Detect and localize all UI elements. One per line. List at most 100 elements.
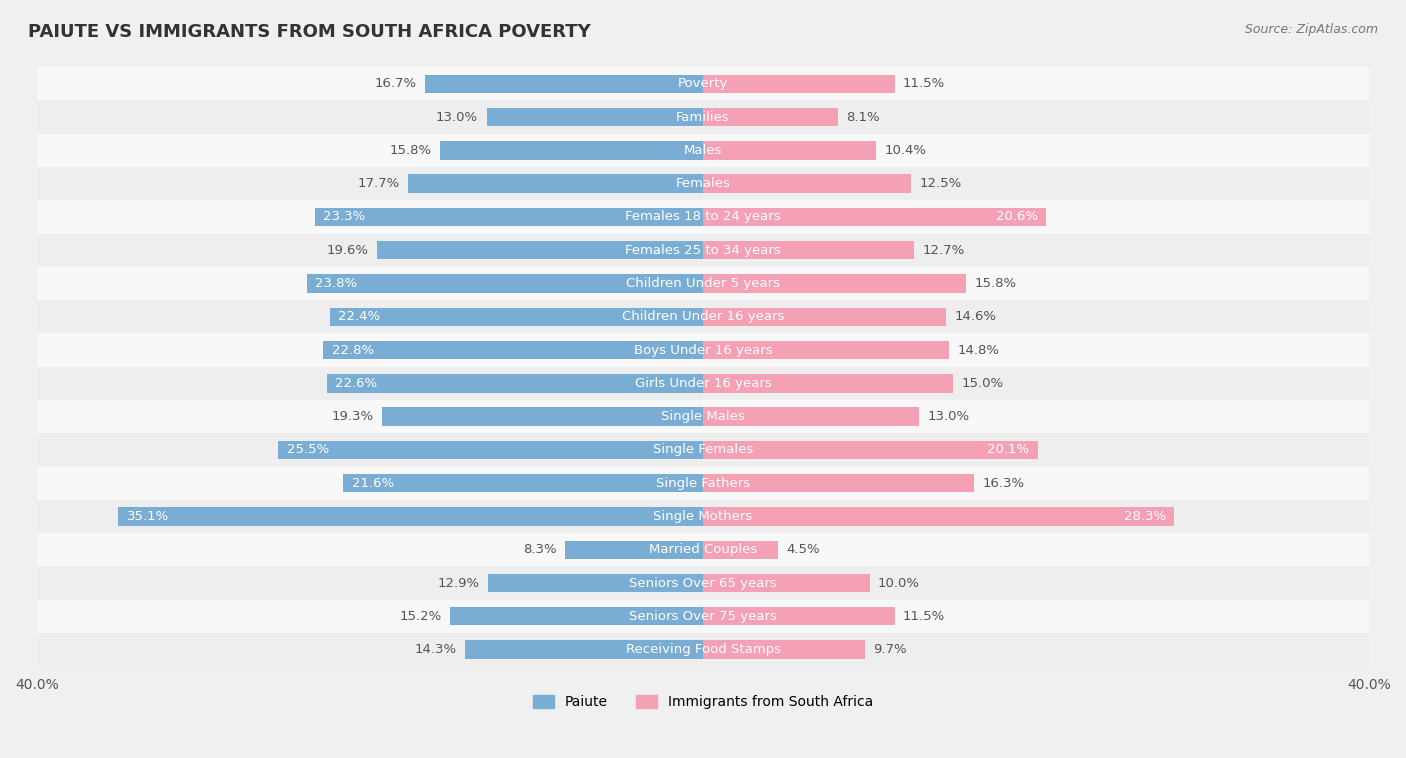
Text: 22.8%: 22.8% [332,343,374,356]
Bar [37,67,1369,100]
Text: 14.6%: 14.6% [955,310,997,323]
Bar [37,400,1369,434]
Bar [37,267,1369,300]
Bar [703,174,911,193]
Text: Single Fathers: Single Fathers [657,477,749,490]
Text: 12.5%: 12.5% [920,177,962,190]
Bar [37,133,1369,167]
Bar [323,341,703,359]
Bar [37,600,1369,633]
Text: 15.0%: 15.0% [962,377,1004,390]
Text: 16.3%: 16.3% [983,477,1025,490]
Text: 11.5%: 11.5% [903,77,945,90]
Bar [343,474,703,493]
Text: 8.3%: 8.3% [523,543,557,556]
Bar [37,167,1369,200]
Bar [315,208,703,226]
Bar [703,341,949,359]
Text: Males: Males [683,144,723,157]
Text: 12.9%: 12.9% [437,577,479,590]
Bar [565,540,703,559]
Text: 23.3%: 23.3% [323,211,366,224]
Text: 23.8%: 23.8% [315,277,357,290]
Text: 15.8%: 15.8% [389,144,432,157]
Bar [450,607,703,625]
Bar [703,574,869,592]
Bar [37,500,1369,533]
Bar [37,367,1369,400]
Text: Females 25 to 34 years: Females 25 to 34 years [626,244,780,257]
Text: 13.0%: 13.0% [436,111,478,124]
Bar [703,274,966,293]
Bar [703,208,1046,226]
Text: 14.3%: 14.3% [415,643,457,656]
Text: Children Under 5 years: Children Under 5 years [626,277,780,290]
Legend: Paiute, Immigrants from South Africa: Paiute, Immigrants from South Africa [527,690,879,715]
Bar [37,200,1369,233]
Text: 13.0%: 13.0% [928,410,970,423]
Bar [408,174,703,193]
Bar [703,607,894,625]
Text: 16.7%: 16.7% [374,77,416,90]
Text: Seniors Over 65 years: Seniors Over 65 years [628,577,778,590]
Text: 15.2%: 15.2% [399,610,441,623]
Bar [37,467,1369,500]
Bar [37,300,1369,334]
Bar [465,641,703,659]
Text: 35.1%: 35.1% [127,510,169,523]
Text: 28.3%: 28.3% [1123,510,1166,523]
Bar [330,308,703,326]
Text: 9.7%: 9.7% [873,643,907,656]
Text: Females: Females [675,177,731,190]
Bar [37,100,1369,133]
Bar [703,374,953,393]
Bar [703,74,894,93]
Text: Children Under 16 years: Children Under 16 years [621,310,785,323]
Text: 14.8%: 14.8% [957,343,1000,356]
Text: Families: Families [676,111,730,124]
Bar [37,334,1369,367]
Text: 15.8%: 15.8% [974,277,1017,290]
Text: 21.6%: 21.6% [352,477,394,490]
Text: 17.7%: 17.7% [357,177,399,190]
Bar [703,408,920,426]
Text: 19.6%: 19.6% [326,244,368,257]
Bar [37,233,1369,267]
Text: 19.3%: 19.3% [332,410,373,423]
Text: 10.0%: 10.0% [877,577,920,590]
Bar [326,374,703,393]
Text: 20.6%: 20.6% [995,211,1038,224]
Bar [440,141,703,159]
Text: Single Females: Single Females [652,443,754,456]
Bar [703,540,778,559]
Text: 12.7%: 12.7% [922,244,965,257]
Bar [37,633,1369,666]
Text: Seniors Over 75 years: Seniors Over 75 years [628,610,778,623]
Bar [703,141,876,159]
Text: 22.4%: 22.4% [339,310,381,323]
Text: Females 18 to 24 years: Females 18 to 24 years [626,211,780,224]
Bar [488,574,703,592]
Bar [703,308,946,326]
Bar [381,408,703,426]
Text: Poverty: Poverty [678,77,728,90]
Bar [486,108,703,127]
Bar [377,241,703,259]
Bar [37,533,1369,566]
Bar [425,74,703,93]
Text: 8.1%: 8.1% [846,111,880,124]
Text: Girls Under 16 years: Girls Under 16 years [634,377,772,390]
Text: Married Couples: Married Couples [650,543,756,556]
Bar [703,507,1174,525]
Bar [703,474,974,493]
Text: 4.5%: 4.5% [786,543,820,556]
Bar [703,241,914,259]
Text: 10.4%: 10.4% [884,144,927,157]
Text: 11.5%: 11.5% [903,610,945,623]
Bar [118,507,703,525]
Bar [307,274,703,293]
Bar [37,566,1369,600]
Bar [37,434,1369,467]
Bar [703,108,838,127]
Text: 25.5%: 25.5% [287,443,329,456]
